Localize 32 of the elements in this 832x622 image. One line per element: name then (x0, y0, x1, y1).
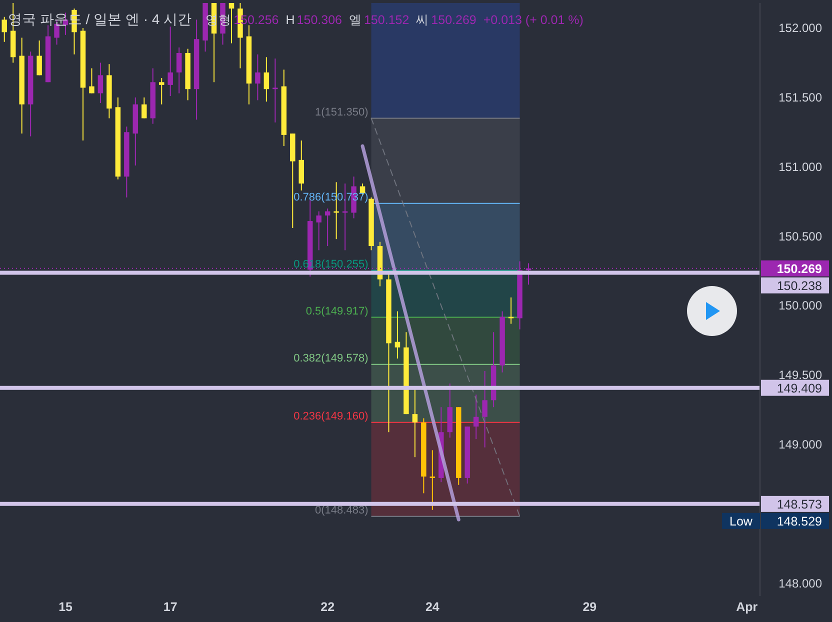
ref-line-label: 149.409 (776, 381, 822, 396)
x-tick-label: 24 (425, 600, 440, 614)
ref-line-label: 0.382(149.578) (294, 352, 368, 364)
annotation: 150.269 (431, 13, 476, 27)
ref-line-label: 150.269 (776, 262, 822, 276)
text: 148.529 (776, 514, 822, 528)
ref-line-label: 1(151.350) (315, 106, 368, 118)
x-tick-label: 29 (582, 600, 597, 614)
y-tick-label: 151.000 (778, 160, 822, 174)
y-tick-label: 148.000 (778, 576, 822, 590)
y-tick-label: 149.500 (778, 368, 822, 382)
y-tick-label: 152.000 (778, 21, 822, 35)
annotation: 씨 (416, 13, 430, 27)
ref-line-label: 0.236(149.160) (294, 410, 368, 422)
annotation: 150.306 (296, 13, 342, 27)
x-tick-label: 15 (58, 600, 73, 614)
annotation: +0.013 (+ 0.01 %) (483, 13, 584, 27)
annotation: Low (730, 514, 754, 528)
y-tick-label: 149.000 (778, 438, 822, 452)
ref-line-label: 150.238 (776, 278, 822, 293)
ref-line-label: 0.5(149.917) (306, 305, 368, 318)
x-tick-label: Apr (736, 600, 758, 614)
y-tick-label: 150.000 (778, 298, 822, 313)
annotation: 엘 (348, 13, 362, 27)
annotation: 150.152 (364, 13, 410, 27)
x-tick-label: 22 (320, 600, 335, 614)
x-tick-label: 17 (163, 600, 178, 614)
ref-line-label: 0(148.483) (315, 504, 368, 516)
ref-line-label: 148.573 (776, 497, 822, 512)
y-tick-label: 150.500 (778, 229, 822, 244)
annotation: H (286, 13, 295, 27)
y-tick-label: 151.500 (778, 90, 822, 104)
